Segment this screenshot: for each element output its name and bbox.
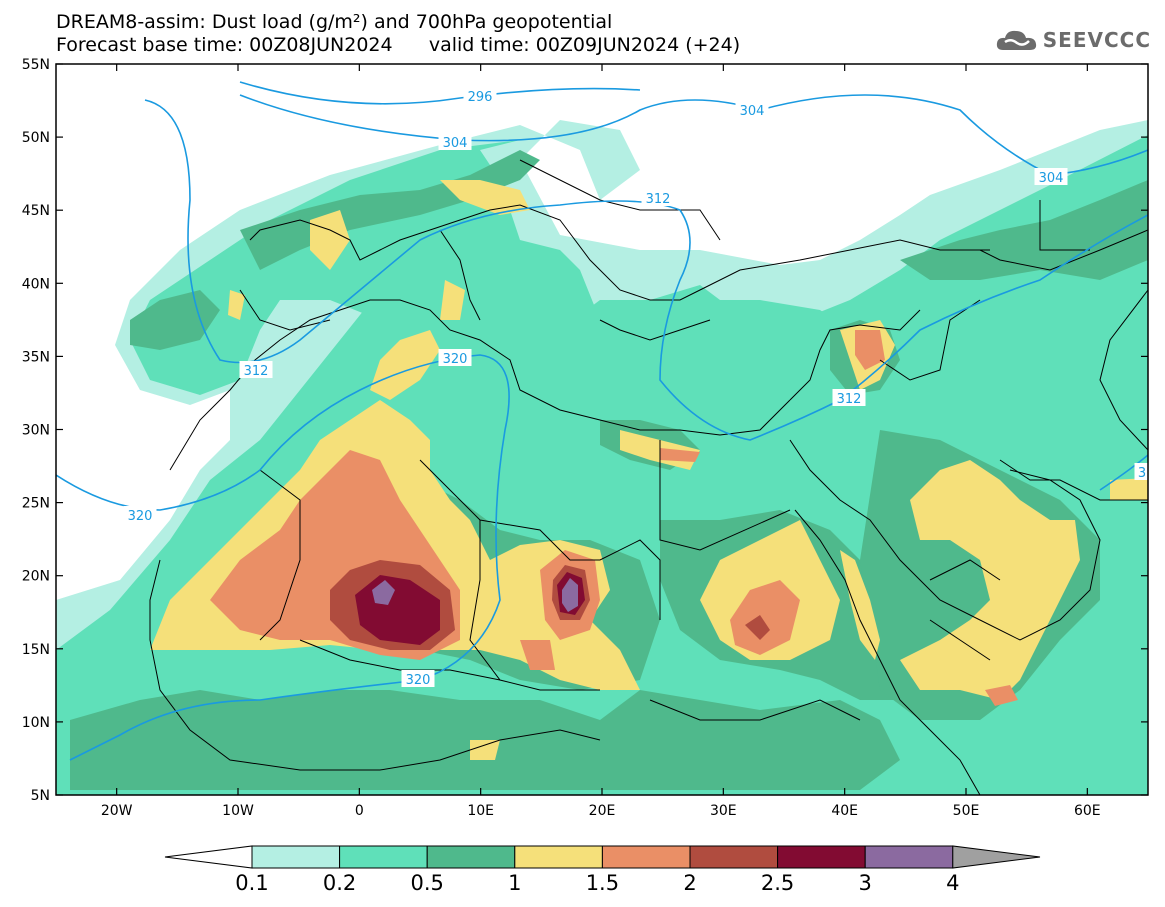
lon-tick-label: 60E xyxy=(1074,803,1101,819)
contour-label-bg xyxy=(239,361,273,378)
contour-label-bg xyxy=(1034,168,1068,185)
contour-label-bg xyxy=(463,87,497,104)
contour-label: 3 xyxy=(1138,466,1146,481)
colorbar-segment xyxy=(339,845,428,869)
map-title-line1: DREAM8-assim: Dust load (g/m²) and 700hP… xyxy=(56,11,613,33)
lat-tick-label: 35N xyxy=(22,349,50,365)
contour-labels: 296 304 304 304 312 312 312 320 320 320 3 xyxy=(123,87,1150,688)
colorbar-level-label: 0.2 xyxy=(323,871,356,895)
contour-label: 312 xyxy=(244,364,269,379)
lat-tick-label: 45N xyxy=(22,203,50,219)
colorbar-under-triangle xyxy=(164,845,253,869)
colorbar-level-label: 2.5 xyxy=(761,871,794,895)
latitude-axis: 55N 50N 45N 40N 35N 30N 25N 20N 15N 10N 5N xyxy=(22,57,1148,804)
colorbar-level-label: 3 xyxy=(859,871,872,895)
lon-tick-label: 40E xyxy=(831,803,858,819)
contour-label-bg xyxy=(123,506,157,523)
colorbar-segment xyxy=(777,845,866,869)
logo-text: SEEVCCC xyxy=(1042,28,1151,52)
contour-label: 320 xyxy=(128,509,153,524)
longitude-axis: 20W 10W 0 10E 20E 30E 40E 50E 60E xyxy=(101,64,1101,819)
contour-label: 304 xyxy=(1039,171,1064,186)
contour-label-bg xyxy=(438,349,472,366)
lon-tick-label: 0 xyxy=(355,803,364,819)
contour-label-bg xyxy=(832,389,866,406)
colorbar-segment xyxy=(601,845,691,869)
contour-label: 296 xyxy=(468,90,493,105)
lat-tick-label: 20N xyxy=(22,569,50,585)
contour-label-bg xyxy=(401,670,435,687)
lon-tick-label: 20E xyxy=(589,803,616,819)
contour-label: 312 xyxy=(646,192,671,207)
contour-label-bg xyxy=(735,101,769,118)
lat-tick-label: 50N xyxy=(22,130,50,146)
colorbar-segment xyxy=(251,845,341,869)
lon-tick-label: 20W xyxy=(101,803,133,819)
map-title-line2: Forecast base time: 00Z08JUN2024 valid t… xyxy=(56,34,741,56)
colorbar-segment xyxy=(864,845,954,869)
lat-tick-label: 15N xyxy=(22,642,50,658)
lon-tick-label: 10W xyxy=(222,803,254,819)
lon-tick-label: 50E xyxy=(953,803,980,819)
colorbar-level-label: 1 xyxy=(508,871,521,895)
dust-field xyxy=(56,64,1148,795)
lon-tick-label: 30E xyxy=(710,803,737,819)
colorbar-level-label: 4 xyxy=(946,871,959,895)
contour-label-bg xyxy=(641,189,675,206)
lon-tick-label: 10E xyxy=(467,803,494,819)
colorbar-level-label: 0.5 xyxy=(410,871,443,895)
contour-label: 320 xyxy=(406,673,431,688)
contour-label-bg xyxy=(438,133,472,150)
lat-tick-label: 5N xyxy=(31,788,50,804)
contour-label: 304 xyxy=(443,136,468,151)
colorbar: 0.1 0.2 0.5 1 1.5 2 2.5 3 4 xyxy=(164,845,1041,895)
colorbar-segment xyxy=(514,845,603,869)
lat-tick-label: 40N xyxy=(22,276,50,292)
coastlines xyxy=(149,159,1148,795)
contour-label: 320 xyxy=(443,352,468,367)
contour-label-bg xyxy=(1134,463,1150,480)
contour-label: 312 xyxy=(837,392,862,407)
colorbar-over-triangle xyxy=(952,845,1041,869)
colorbar-level-label: 2 xyxy=(683,871,696,895)
lat-tick-label: 55N xyxy=(22,57,50,73)
colorbar-segment xyxy=(689,845,779,869)
lat-tick-label: 10N xyxy=(22,715,50,731)
lat-tick-label: 30N xyxy=(22,423,50,439)
lat-tick-label: 25N xyxy=(22,496,50,512)
contour-label: 304 xyxy=(740,104,765,119)
seevccc-logo: SEEVCCC xyxy=(995,26,1151,54)
colorbar-level-label: 0.1 xyxy=(235,871,268,895)
colorbar-segment xyxy=(426,845,516,869)
colorbar-level-label: 1.5 xyxy=(586,871,619,895)
cloud-icon xyxy=(996,30,1036,50)
